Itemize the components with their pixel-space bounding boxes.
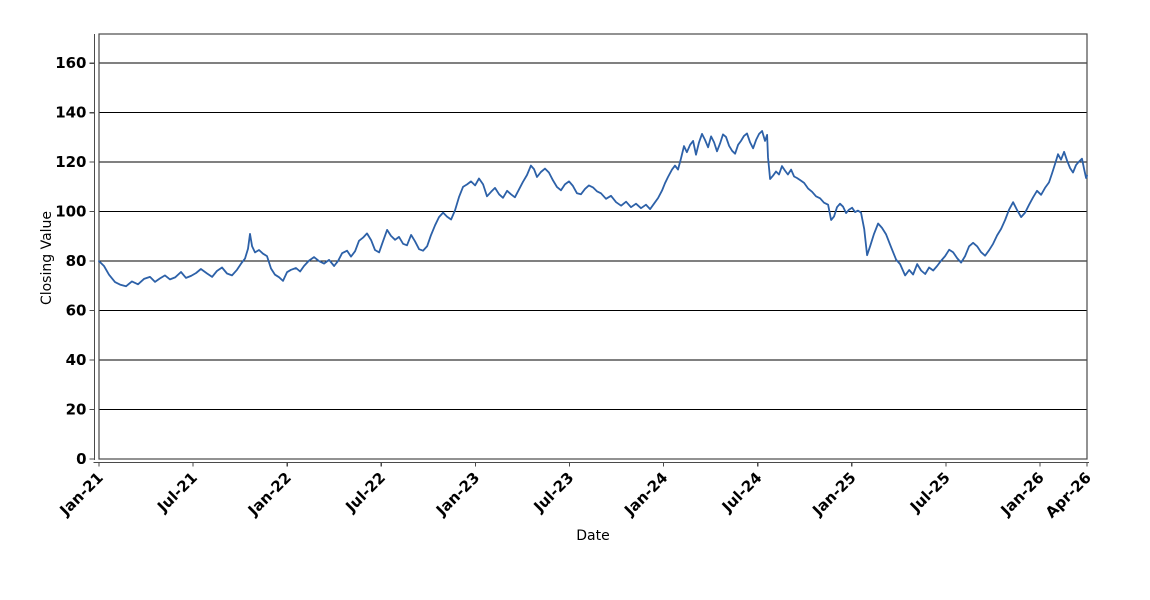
x-tick-label: Jul-21 bbox=[153, 469, 201, 517]
x-tick-label: Jan-25 bbox=[808, 469, 859, 520]
x-tick-label: Jul-25 bbox=[906, 469, 954, 517]
y-tick-label: 140 bbox=[55, 104, 86, 122]
series-line bbox=[98, 130, 1088, 288]
y-tick-label: 0 bbox=[76, 450, 86, 468]
y-tick-label: 120 bbox=[55, 153, 86, 171]
x-tick-label: Jul-22 bbox=[341, 469, 389, 517]
axes-group bbox=[89, 34, 1089, 467]
x-tick-label: Jul-24 bbox=[718, 469, 766, 517]
y-tick-label: 60 bbox=[66, 302, 87, 320]
x-tick-label: Jul-23 bbox=[530, 469, 578, 517]
x-tick-label: Jan-21 bbox=[56, 469, 107, 520]
x-tick-label: Jan-24 bbox=[620, 469, 671, 520]
plot-frame bbox=[98, 33, 1088, 460]
y-tick-label: 100 bbox=[55, 203, 86, 221]
y-tick-label: 160 bbox=[55, 54, 86, 72]
x-axis-title: Date bbox=[576, 528, 609, 544]
gridlines-group bbox=[99, 62, 1087, 460]
x-tick-label: Jan-22 bbox=[244, 469, 295, 520]
x-tick-label: Jan-23 bbox=[432, 469, 483, 520]
series-group bbox=[98, 130, 1088, 288]
y-tick-label: 40 bbox=[66, 351, 87, 369]
y-axis-title: Closing Value bbox=[39, 211, 55, 305]
y-tick-label: 20 bbox=[66, 401, 87, 419]
tick-labels-group: 0 20 40 60 80 100 120 140 160 Jan-21 Jul-21 Jan-22 J… bbox=[55, 54, 1095, 521]
y-tick-label: 80 bbox=[66, 252, 87, 270]
x-tick-label: Jan-26 bbox=[997, 469, 1048, 520]
x-tick-label: Apr-26 bbox=[1042, 469, 1095, 522]
